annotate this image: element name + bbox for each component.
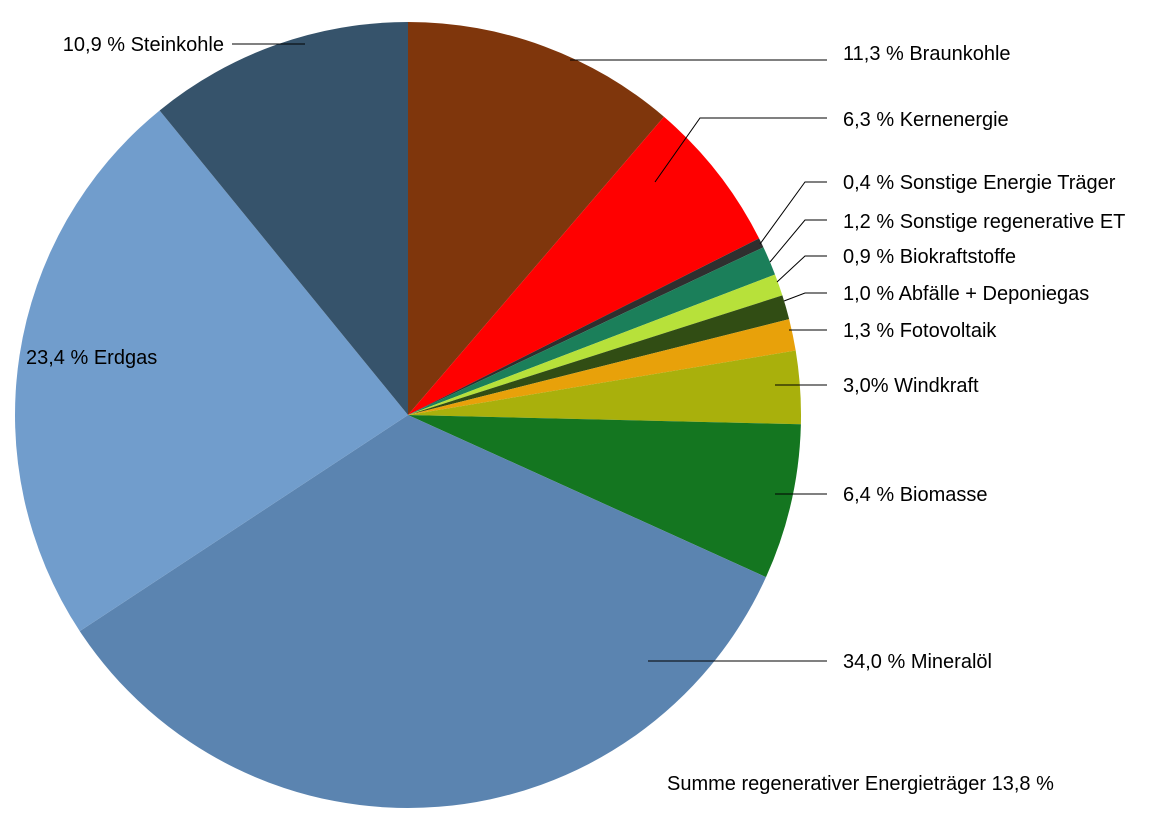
slice-label-abfälle-deponiegas: 1,0 % Abfälle + Deponiegas [843,283,1089,305]
slice-label-erdgas: 23,4 % Erdgas [26,347,157,369]
slice-label-braunkohle: 11,3 % Braunkohle [843,43,1011,65]
pie-slice-erdgas [14,110,408,632]
slice-label-windkraft: 3,0% Windkraft [843,375,979,397]
slice-label-fotovoltaik: 1,3 % Fotovoltaik [843,320,997,342]
slice-label-steinkohle: 10,9 % Steinkohle [63,34,224,56]
slice-label-sonstige-energie-träger: 0,4 % Sonstige Energie Träger [843,172,1116,194]
leader-line-abfälle-deponiegas [783,292,827,302]
slice-label-mineralöl: 34,0 % Mineralöl [843,651,992,673]
leader-line-sonstige-regenerative-et [769,219,827,263]
pie-slice-sonstige-regenerative-et [408,247,776,415]
pie-slice-kernenergie [408,116,760,415]
leader-lines [232,43,827,662]
pie-slice-biomasse [408,415,801,578]
summary-note: Summe regenerativer Energieträger 13,8 % [667,773,1054,795]
slice-label-sonstige-regenerative-et: 1,2 % Sonstige regenerative ET [843,211,1125,233]
pie-slice-mineralöl [79,415,767,809]
pie-slice-braunkohle [408,21,664,415]
pie-slice-fotovoltaik [408,319,796,415]
leader-line-sonstige-energie-träger [759,181,827,245]
leader-line-kernenergie [654,117,827,183]
pie-slice-steinkohle [159,22,408,415]
pie-slice-windkraft [408,350,801,425]
pie-slice-sonstige-energie-träger [408,238,764,415]
slice-label-kernenergie: 6,3 % Kernenergie [843,109,1009,131]
pie-slice-abfälle-deponiegas [408,295,790,415]
slice-label-biokraftstoffe: 0,9 % Biokraftstoffe [843,246,1016,268]
pie-slices [14,21,801,809]
slice-labels: 11,3 % Braunkohle 6,3 % Kernenergie 0,4 % … [26,34,1125,673]
leader-line-biokraftstoffe [776,255,827,283]
pie-slice-biokraftstoffe [408,274,783,415]
slice-label-biomasse: 6,4 % Biomasse [843,484,988,506]
